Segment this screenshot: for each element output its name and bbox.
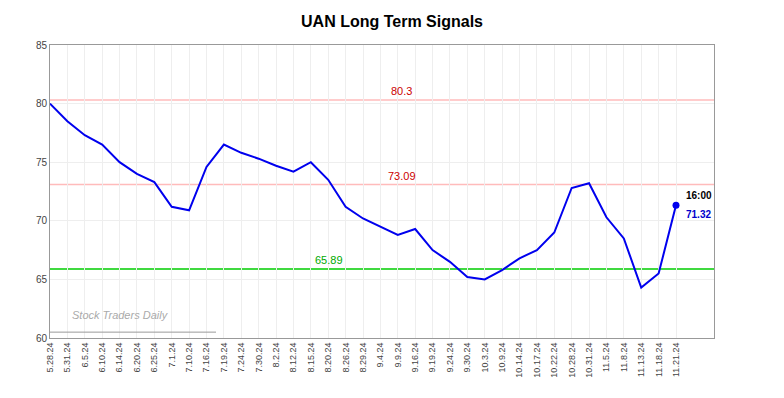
svg-text:80.3: 80.3 bbox=[391, 85, 412, 97]
svg-text:7.24.24: 7.24.24 bbox=[236, 343, 246, 373]
svg-text:73.09: 73.09 bbox=[388, 170, 416, 182]
svg-text:11.21.24: 11.21.24 bbox=[671, 343, 681, 377]
svg-text:10.28.24: 10.28.24 bbox=[567, 343, 577, 378]
svg-text:10.17.24: 10.17.24 bbox=[532, 343, 542, 378]
svg-text:71.32: 71.32 bbox=[686, 209, 711, 220]
svg-text:10.22.24: 10.22.24 bbox=[549, 343, 559, 378]
svg-text:80: 80 bbox=[36, 98, 48, 109]
svg-text:11.8.24: 11.8.24 bbox=[619, 343, 629, 372]
svg-text:6.14.24: 6.14.24 bbox=[114, 343, 124, 373]
svg-text:5.31.24: 5.31.24 bbox=[62, 343, 72, 373]
svg-text:7.30.24: 7.30.24 bbox=[254, 343, 264, 373]
svg-text:11.13.24: 11.13.24 bbox=[636, 343, 646, 377]
svg-text:10.31.24: 10.31.24 bbox=[584, 343, 594, 378]
svg-text:6.10.24: 6.10.24 bbox=[97, 343, 107, 373]
svg-text:UAN Long Term Signals: UAN Long Term Signals bbox=[301, 13, 483, 30]
svg-text:70: 70 bbox=[36, 215, 48, 226]
svg-text:9.16.24: 9.16.24 bbox=[410, 343, 420, 373]
svg-text:65.89: 65.89 bbox=[315, 254, 343, 266]
svg-text:8.12.24: 8.12.24 bbox=[288, 343, 298, 373]
svg-text:7.10.24: 7.10.24 bbox=[184, 343, 194, 373]
svg-text:75: 75 bbox=[36, 157, 48, 168]
svg-text:7.16.24: 7.16.24 bbox=[201, 343, 211, 373]
svg-text:60: 60 bbox=[36, 333, 48, 344]
svg-text:85: 85 bbox=[36, 40, 48, 51]
svg-text:9.24.24: 9.24.24 bbox=[445, 343, 455, 373]
svg-text:Stock Traders Daily: Stock Traders Daily bbox=[72, 309, 169, 321]
svg-text:9.4.24: 9.4.24 bbox=[375, 343, 385, 368]
svg-text:11.5.24: 11.5.24 bbox=[601, 343, 611, 372]
svg-text:9.9.24: 9.9.24 bbox=[393, 343, 403, 368]
svg-text:9.30.24: 9.30.24 bbox=[462, 343, 472, 373]
svg-text:6.20.24: 6.20.24 bbox=[132, 343, 142, 373]
svg-text:8.20.24: 8.20.24 bbox=[323, 343, 333, 373]
svg-text:7.1.24: 7.1.24 bbox=[167, 343, 177, 368]
svg-text:10.3.24: 10.3.24 bbox=[480, 343, 490, 373]
svg-text:10.9.24: 10.9.24 bbox=[497, 343, 507, 373]
svg-text:16:00: 16:00 bbox=[686, 190, 712, 201]
svg-text:11.18.24: 11.18.24 bbox=[654, 343, 664, 377]
svg-text:65: 65 bbox=[36, 274, 48, 285]
svg-text:6.5.24: 6.5.24 bbox=[80, 343, 90, 368]
svg-text:7.19.24: 7.19.24 bbox=[219, 343, 229, 373]
svg-text:10.14.24: 10.14.24 bbox=[514, 343, 524, 378]
svg-text:5.28.24: 5.28.24 bbox=[45, 343, 55, 373]
svg-text:8.26.24: 8.26.24 bbox=[341, 343, 351, 373]
svg-text:6.25.24: 6.25.24 bbox=[149, 343, 159, 373]
svg-text:9.19.24: 9.19.24 bbox=[427, 343, 437, 373]
svg-text:8.2.24: 8.2.24 bbox=[271, 343, 281, 368]
svg-text:8.29.24: 8.29.24 bbox=[358, 343, 368, 373]
svg-text:8.15.24: 8.15.24 bbox=[306, 343, 316, 373]
